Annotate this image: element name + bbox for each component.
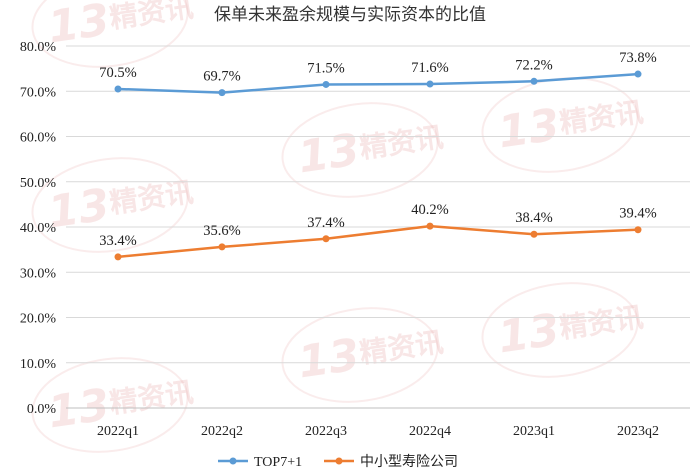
data-point [322,80,330,88]
data-label: 40.2% [411,202,448,218]
legend: TOP7+1 中小型寿险公司 [218,453,458,470]
legend-label: TOP7+1 [254,455,302,470]
y-tick-label: 20.0% [20,312,57,327]
watermark-number: 13 [295,329,363,388]
data-point [426,80,434,88]
data-label: 70.5% [99,65,136,81]
y-tick-label: 70.0% [20,85,57,100]
x-tick-label: 2023q1 [513,424,555,439]
legend-label: 中小型寿险公司 [360,453,458,470]
series-line [117,72,639,94]
data-label: 71.5% [307,60,344,76]
x-axis-tick-labels: 2022q1 2022q2 2022q3 2022q4 2023q1 2023q2 [97,424,659,439]
watermark-number: 13 [45,0,113,53]
y-tick-label: 60.0% [20,131,57,146]
legend-item: TOP7+1 [218,455,302,470]
data-point [426,222,434,230]
legend-swatch-marker [335,457,343,465]
data-label: 35.6% [203,223,240,239]
data-label: 37.4% [307,215,344,231]
data-label: 73.8% [619,50,656,66]
watermark-word: 精资讯 [557,300,645,344]
y-tick-label: 40.0% [20,221,57,236]
x-tick-label: 2022q1 [97,424,139,439]
series-layer [114,70,642,261]
y-tick-label: 0.0% [27,402,57,417]
watermark-number: 13 [495,99,563,158]
watermark-word: 精资讯 [357,120,445,164]
x-tick-label: 2022q4 [409,424,451,439]
x-tick-label: 2022q3 [305,424,347,439]
data-point [322,235,330,243]
watermark-word: 精资讯 [107,375,195,419]
data-label: 38.4% [515,210,552,226]
y-tick-label: 10.0% [20,357,57,372]
data-labels: 70.5% 69.7% 71.5% 71.6% 72.2% 73.8% 33.4% 35.6%… [99,50,656,249]
watermark-number: 13 [295,124,363,183]
watermark-word: 精资讯 [557,95,645,139]
y-axis-tick-labels: 0.0% 10.0% 20.0% 30.0% 40.0% 50.0% 60.0% 70.0% 8… [20,40,57,417]
chart-title: 保单未来盈余规模与实际资本的比值 [214,5,486,25]
y-tick-label: 30.0% [20,266,57,281]
legend-swatch-marker [229,457,237,465]
data-label: 69.7% [203,69,240,85]
data-point [530,77,538,85]
data-point [218,243,226,251]
watermark-number: 13 [45,379,113,438]
data-point [114,253,122,261]
watermark-number: 13 [495,304,563,363]
x-tick-label: 2022q2 [201,424,243,439]
y-tick-label: 50.0% [20,176,57,191]
data-label: 39.4% [619,206,656,222]
legend-item: 中小型寿险公司 [324,453,458,470]
data-point [218,89,226,97]
data-point [634,70,642,78]
data-point [530,230,538,238]
x-tick-label: 2023q2 [617,424,659,439]
y-tick-label: 80.0% [20,40,57,55]
data-label: 33.4% [99,233,136,249]
data-point [114,85,122,93]
data-point [634,226,642,234]
data-label: 72.2% [515,57,552,73]
data-label: 71.6% [411,60,448,76]
series-line [117,224,639,259]
watermark-number: 13 [45,179,113,238]
